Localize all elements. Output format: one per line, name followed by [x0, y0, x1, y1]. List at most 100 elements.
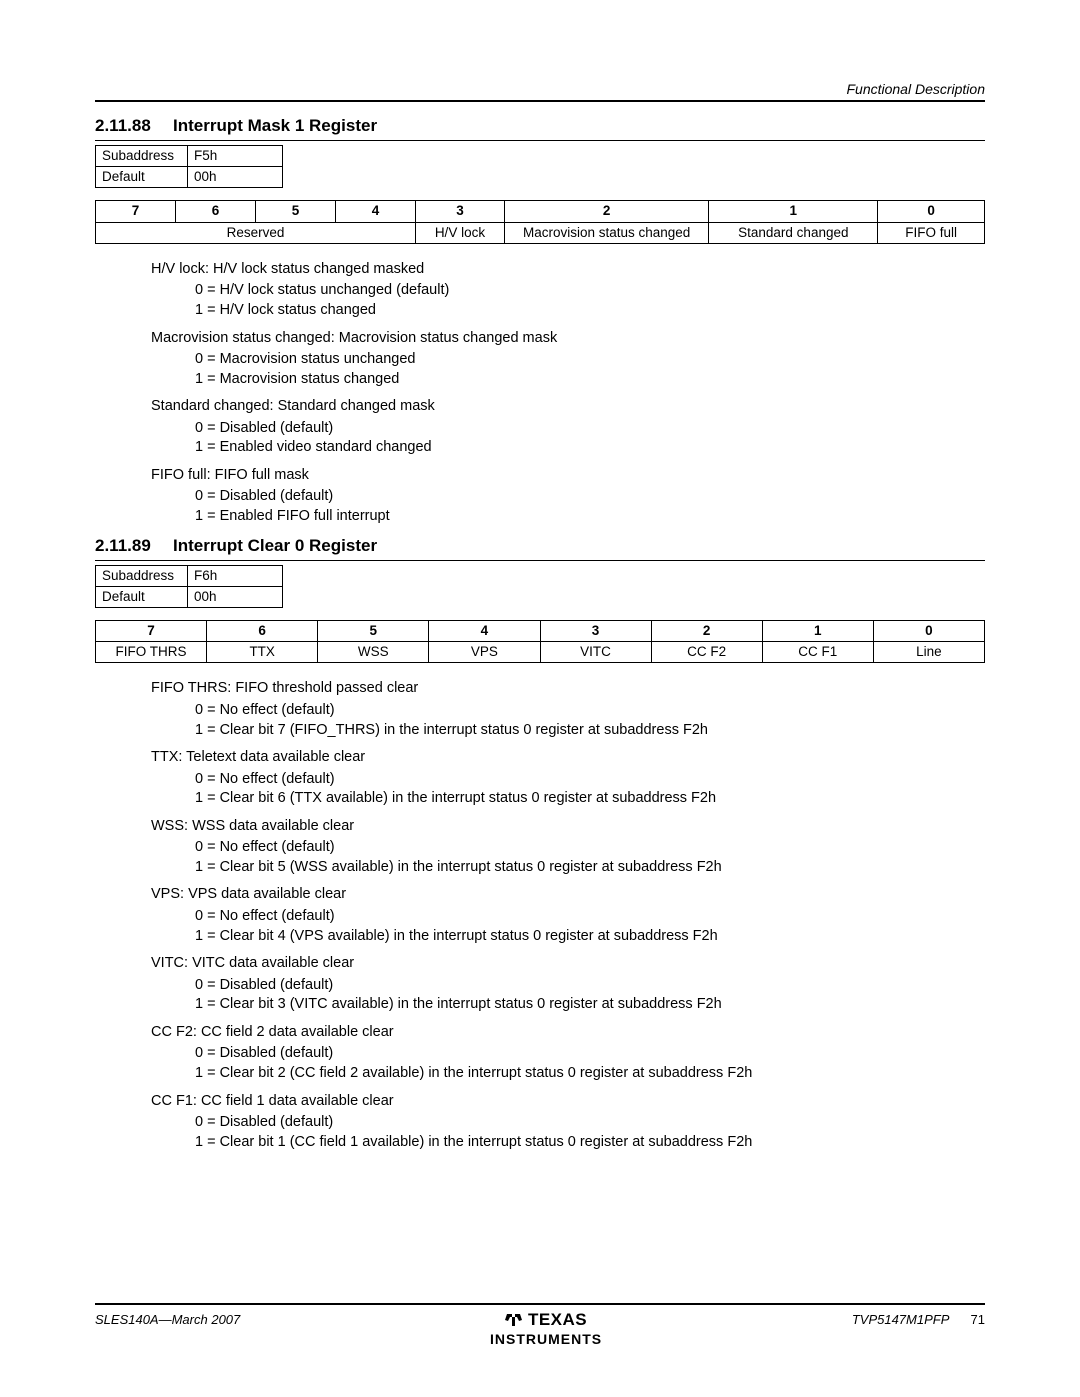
field-label: CC F2: CC field 2 data available clear	[151, 1023, 985, 1043]
subaddress-label: Subaddress	[96, 145, 188, 166]
footer-right: TVP5147M1PFP 71	[852, 1311, 985, 1329]
field-block: TTX: Teletext data available clear0 = No…	[151, 748, 985, 809]
bit-header: 4	[336, 201, 416, 222]
bit-field: CC F2	[651, 642, 762, 663]
field-label: Standard changed: Standard changed mask	[151, 397, 985, 417]
field-label: CC F1: CC field 1 data available clear	[151, 1092, 985, 1112]
bit-header: 5	[256, 201, 336, 222]
field-value: 1 = Clear bit 4 (VPS available) in the i…	[195, 927, 985, 947]
field-value: 0 = Disabled (default)	[195, 419, 985, 439]
bit-field: FIFO THRS	[96, 642, 207, 663]
field-value: 0 = Disabled (default)	[195, 1113, 985, 1133]
table-row: Default 00h	[96, 167, 283, 188]
field-value: 0 = H/V lock status unchanged (default)	[195, 281, 985, 301]
subaddress-label: Subaddress	[96, 565, 188, 586]
bit-header: 0	[873, 620, 984, 641]
field-value: 1 = Clear bit 5 (WSS available) in the i…	[195, 858, 985, 878]
field-block: VPS: VPS data available clear0 = No effe…	[151, 885, 985, 946]
field-label: FIFO THRS: FIFO threshold passed clear	[151, 679, 985, 699]
header-rule	[95, 100, 985, 102]
bit-header: 6	[207, 620, 318, 641]
header-right: Functional Description	[846, 80, 985, 99]
bit-field: TTX	[207, 642, 318, 663]
bit-header: 5	[318, 620, 429, 641]
table-row: Subaddress F5h	[96, 145, 283, 166]
bit-header: 7	[96, 201, 176, 222]
bit-header: 1	[762, 620, 873, 641]
field-value: 1 = Clear bit 2 (CC field 2 available) i…	[195, 1064, 985, 1084]
bit-field: VITC	[540, 642, 651, 663]
fields-89: FIFO THRS: FIFO threshold passed clear0 …	[95, 679, 985, 1152]
field-value: 1 = Clear bit 6 (TTX available) in the i…	[195, 789, 985, 809]
bit-field: WSS	[318, 642, 429, 663]
table-row: Default 00h	[96, 586, 283, 607]
field-value: 0 = No effect (default)	[195, 770, 985, 790]
info-table-88: Subaddress F5h Default 00h	[95, 145, 283, 188]
bit-header: 4	[429, 620, 540, 641]
field-value: 0 = Disabled (default)	[195, 976, 985, 996]
field-block: FIFO THRS: FIFO threshold passed clear0 …	[151, 679, 985, 740]
default-label: Default	[96, 167, 188, 188]
bit-field: CC F1	[762, 642, 873, 663]
bit-header: 3	[540, 620, 651, 641]
part-number: TVP5147M1PFP	[852, 1312, 949, 1327]
field-label: VITC: VITC data available clear	[151, 954, 985, 974]
field-label: Macrovision status changed: Macrovision …	[151, 329, 985, 349]
table-row: Subaddress F6h	[96, 565, 283, 586]
fields-88: H/V lock: H/V lock status changed masked…	[95, 260, 985, 527]
field-block: FIFO full: FIFO full mask0 = Disabled (d…	[151, 466, 985, 527]
footer-brand: TEXAS INSTRUMENTS	[490, 1311, 602, 1347]
table-row: 7 6 5 4 3 2 1 0	[96, 620, 985, 641]
table-row: FIFO THRS TTX WSS VPS VITC CC F2 CC F1 L…	[96, 642, 985, 663]
field-value: 1 = Clear bit 1 (CC field 1 available) i…	[195, 1133, 985, 1153]
bit-header: 6	[176, 201, 256, 222]
field-value: 0 = No effect (default)	[195, 907, 985, 927]
subaddress-value: F5h	[188, 145, 283, 166]
field-value: 0 = Macrovision status unchanged	[195, 350, 985, 370]
field-label: VPS: VPS data available clear	[151, 885, 985, 905]
bit-field: VPS	[429, 642, 540, 663]
field-value: 0 = No effect (default)	[195, 701, 985, 721]
bit-header: 2	[651, 620, 762, 641]
bit-field-fifo: FIFO full	[878, 222, 985, 243]
subaddress-value: F6h	[188, 565, 283, 586]
field-label: WSS: WSS data available clear	[151, 817, 985, 837]
bit-field-hvlock: H/V lock	[416, 222, 505, 243]
field-block: CC F2: CC field 2 data available clear0 …	[151, 1023, 985, 1084]
field-value: 0 = No effect (default)	[195, 838, 985, 858]
field-value: 0 = Disabled (default)	[195, 1044, 985, 1064]
default-value: 00h	[188, 167, 283, 188]
field-label: H/V lock: H/V lock status changed masked	[151, 260, 985, 280]
bit-field-standard: Standard changed	[709, 222, 878, 243]
ti-logo-icon	[505, 1312, 525, 1333]
field-block: WSS: WSS data available clear0 = No effe…	[151, 817, 985, 878]
field-block: Macrovision status changed: Macrovision …	[151, 329, 985, 390]
field-value: 1 = Macrovision status changed	[195, 370, 985, 390]
brand-bottom: INSTRUMENTS	[490, 1332, 602, 1347]
field-value: 1 = H/V lock status changed	[195, 301, 985, 321]
page-number: 71	[971, 1312, 985, 1327]
section-number: 2.11.89	[95, 535, 173, 558]
page-content: 2.11.88 Interrupt Mask 1 Register Subadd…	[95, 115, 985, 1152]
bit-field: Line	[873, 642, 984, 663]
bit-field-reserved: Reserved	[96, 222, 416, 243]
default-value: 00h	[188, 586, 283, 607]
table-row: 7 6 5 4 3 2 1 0	[96, 201, 985, 222]
page-footer: SLES140A—March 2007 TEXAS INSTRUMENTS TV…	[95, 1303, 985, 1347]
bit-header: 7	[96, 620, 207, 641]
bit-header: 1	[709, 201, 878, 222]
field-value: 1 = Enabled FIFO full interrupt	[195, 507, 985, 527]
field-block: Standard changed: Standard changed mask0…	[151, 397, 985, 458]
field-value: 1 = Clear bit 7 (FIFO_THRS) in the inter…	[195, 721, 985, 741]
section-heading-88: 2.11.88 Interrupt Mask 1 Register	[95, 115, 985, 141]
section-heading-89: 2.11.89 Interrupt Clear 0 Register	[95, 535, 985, 561]
footer-left: SLES140A—March 2007	[95, 1311, 240, 1329]
field-value: 0 = Disabled (default)	[195, 487, 985, 507]
bit-header: 3	[416, 201, 505, 222]
field-block: H/V lock: H/V lock status changed masked…	[151, 260, 985, 321]
section-number: 2.11.88	[95, 115, 173, 138]
bit-header: 0	[878, 201, 985, 222]
field-label: FIFO full: FIFO full mask	[151, 466, 985, 486]
default-label: Default	[96, 586, 188, 607]
section-title: Interrupt Mask 1 Register	[173, 115, 985, 138]
